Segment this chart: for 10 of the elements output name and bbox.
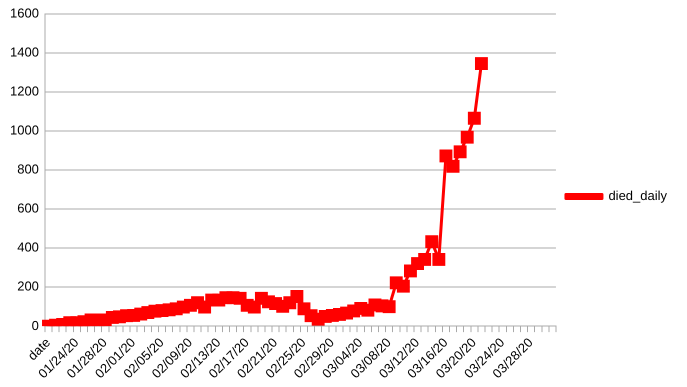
y-tick-label: 600 [17,200,39,216]
y-tick-label: 0 [32,318,39,333]
legend-label: died_daily [608,188,668,204]
y-tick-label: 1200 [10,83,39,98]
y-tick-label: 1400 [10,44,39,60]
y-tick-label: 800 [17,162,39,177]
y-tick-label: 400 [17,240,39,255]
y-tick-label: 200 [17,278,39,294]
y-tick-label: 1600 [10,5,39,20]
y-tick-label: 1000 [10,122,39,138]
